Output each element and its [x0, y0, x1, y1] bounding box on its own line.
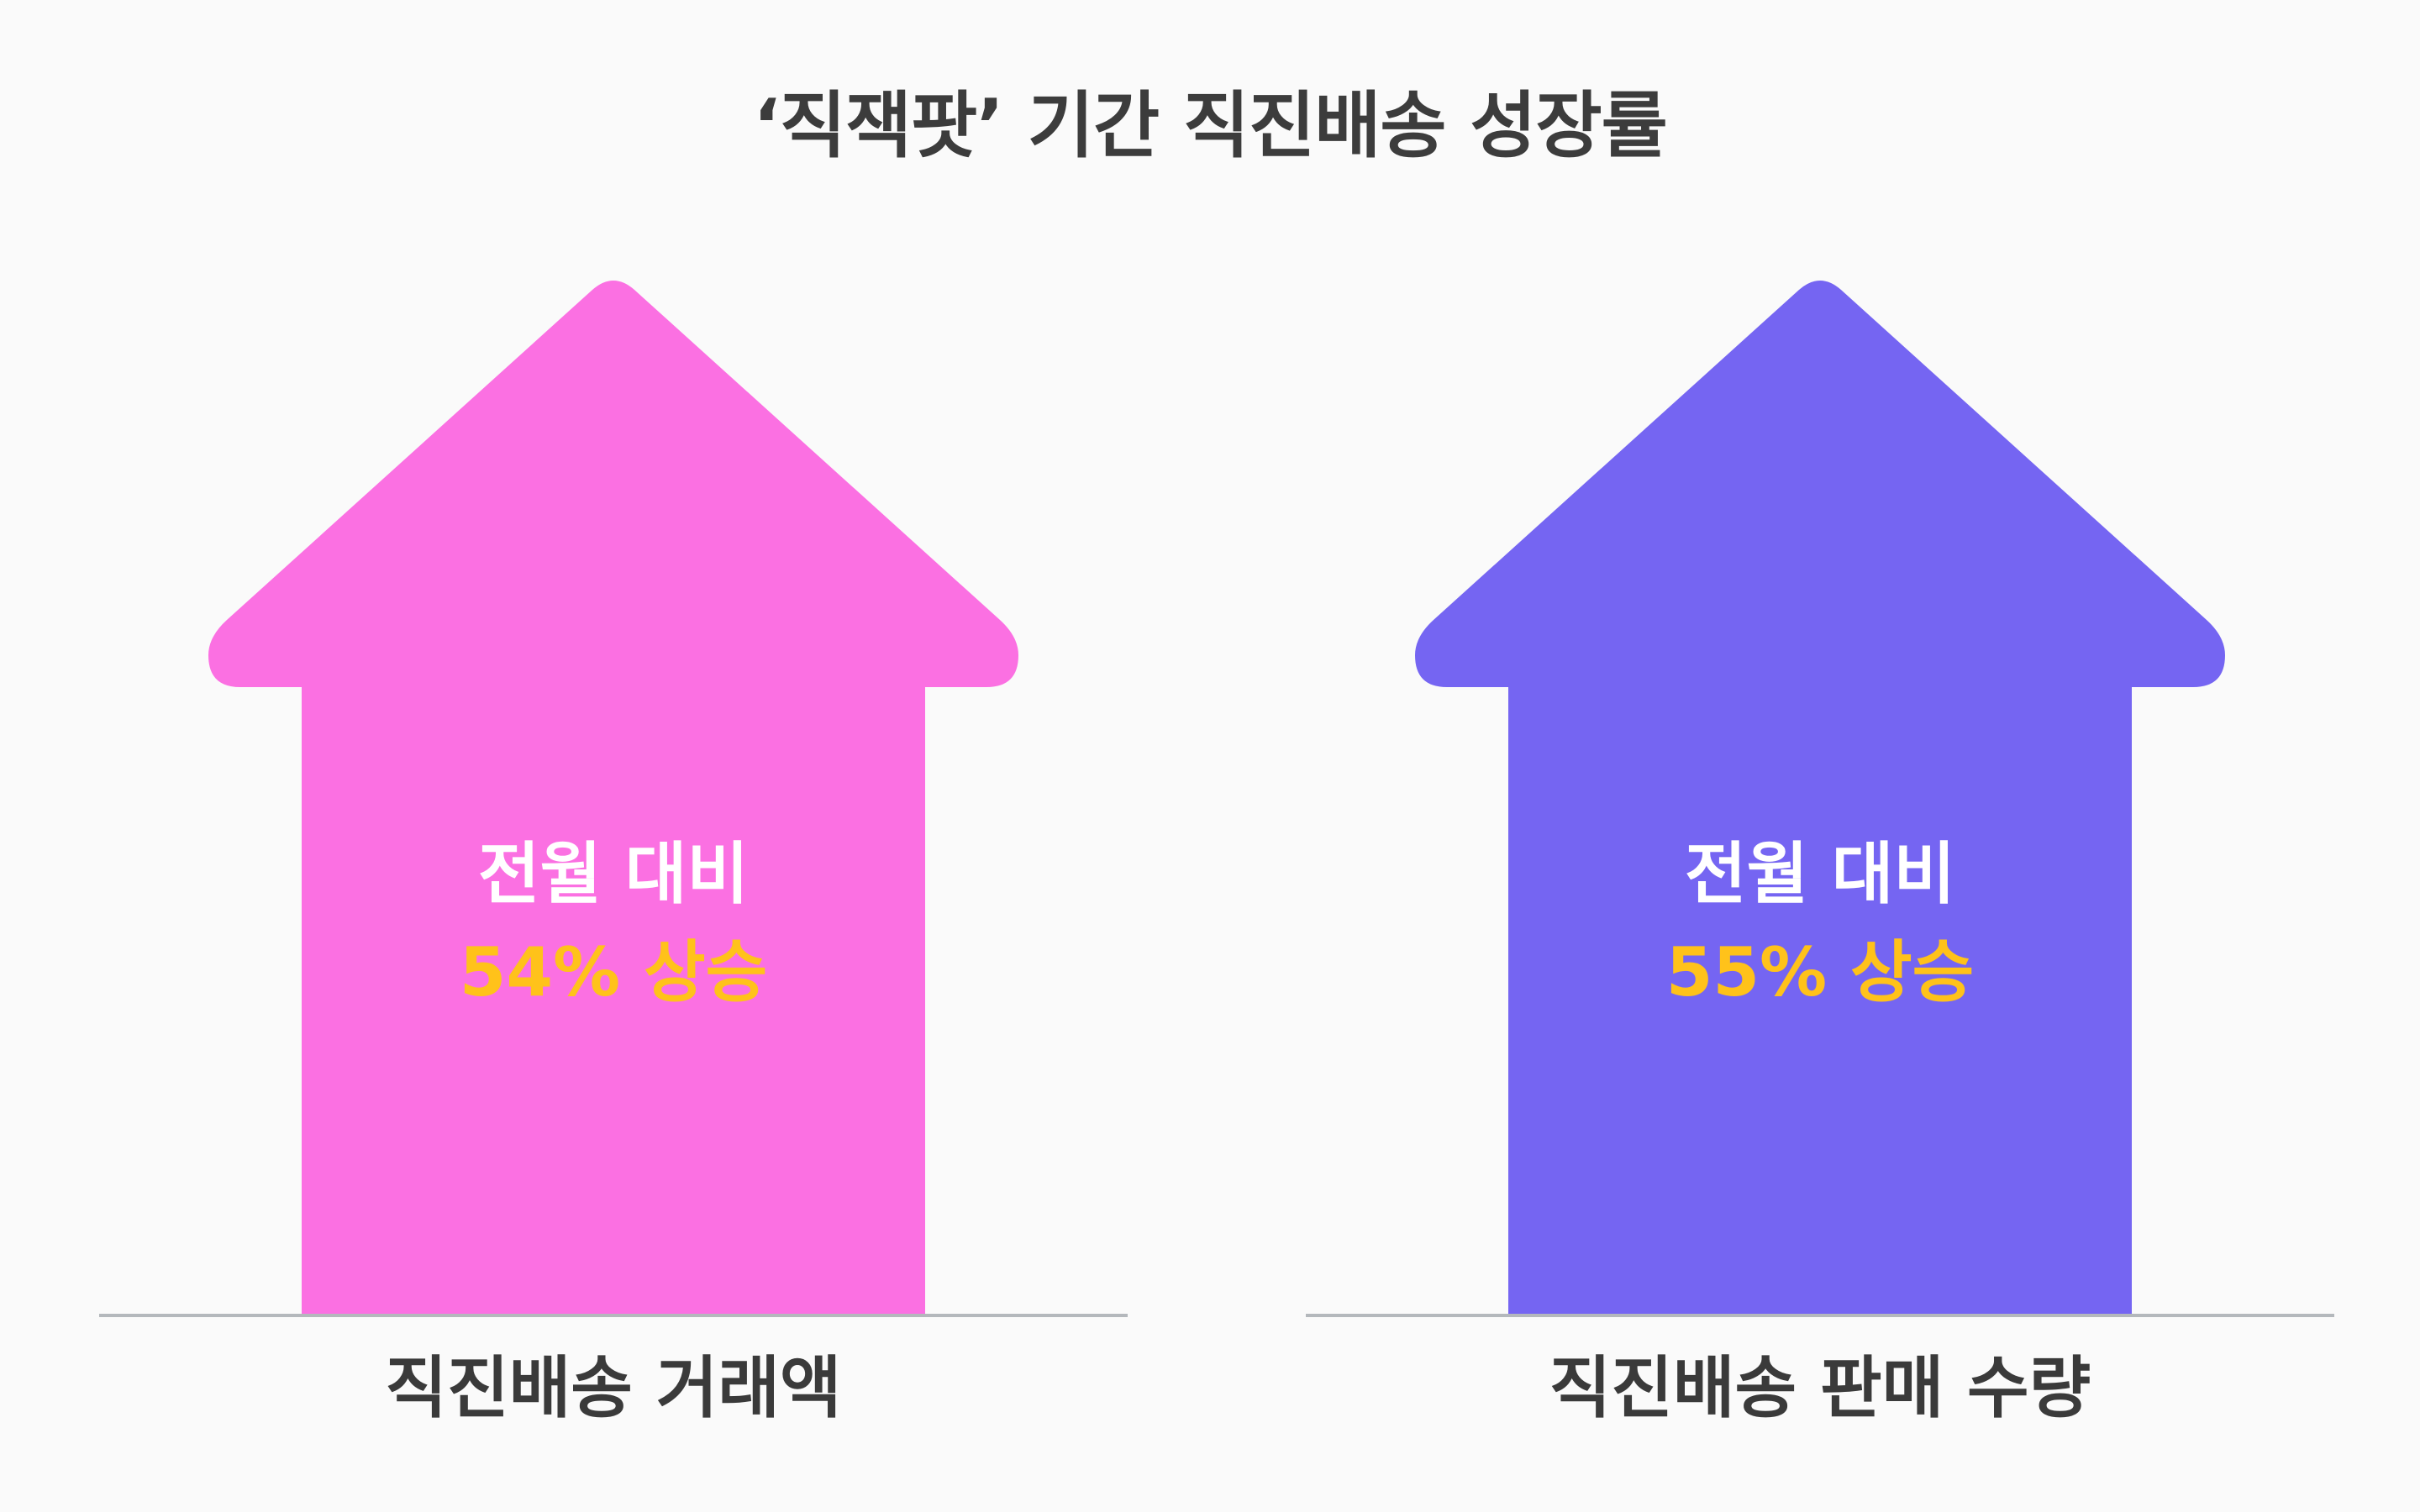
- annotation-line1-quantity: 전월 대비: [1685, 835, 1955, 913]
- arrow-bar-quantity: [1415, 281, 2225, 1315]
- arrow-bar-transaction: [208, 281, 1018, 1315]
- annotation-value-quantity: 55% 상승: [1666, 933, 1975, 1011]
- chart-title: ‘직잭팟’ 기간 직진배송 성장률: [753, 84, 1668, 168]
- category-label-transaction: 직진배송 거래액: [385, 1349, 841, 1427]
- category-label-quantity: 직진배송 판매 수량: [1549, 1349, 2091, 1427]
- annotation-value-transaction: 54% 상승: [460, 933, 768, 1011]
- annotation-line1-transaction: 전월 대비: [478, 835, 749, 913]
